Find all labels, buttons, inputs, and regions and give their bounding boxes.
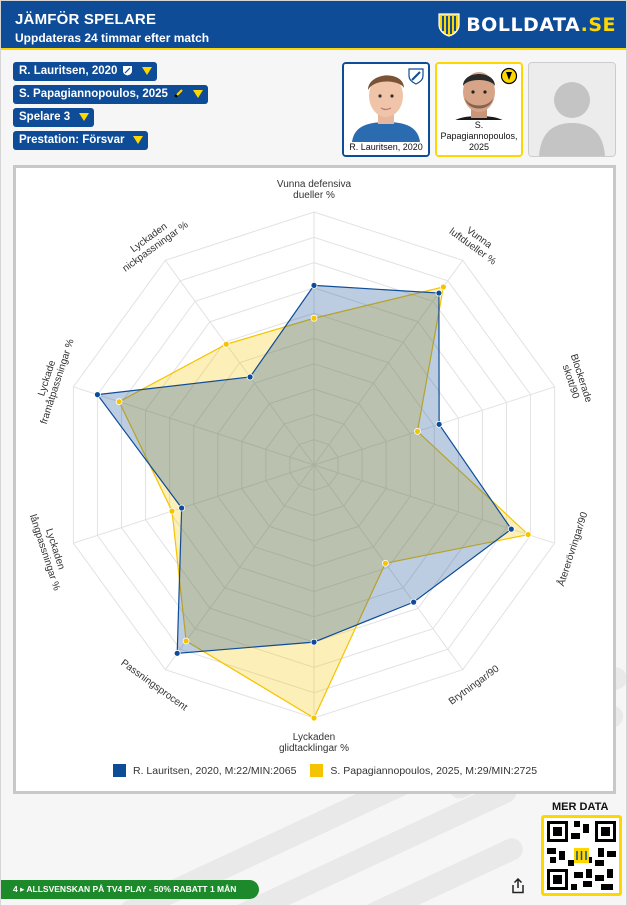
player1-selector-label: R. Lauritsen, 2020 bbox=[19, 65, 118, 77]
legend-swatch-player2 bbox=[310, 764, 324, 777]
player2-card-label: S. Papagiannopoulos, 2025 bbox=[437, 120, 521, 155]
legend-item-player1[interactable]: R. Lauritsen, 2020, M:22/MIN:2065 bbox=[113, 764, 296, 777]
brand-tld: .SE bbox=[580, 14, 616, 36]
brand-name: BOLLDATA.SE bbox=[466, 14, 616, 36]
axis-label: Återerövringar/90 bbox=[554, 510, 590, 588]
axis-label: Lyckadeframåtpassningar % bbox=[28, 334, 76, 425]
brand-main: BOLLDATA bbox=[466, 14, 581, 36]
data-point bbox=[435, 420, 443, 428]
data-point bbox=[435, 289, 443, 297]
data-point bbox=[310, 714, 318, 722]
player2-selector-label: S. Papagiannopoulos, 2025 bbox=[19, 88, 168, 100]
data-point bbox=[439, 283, 447, 291]
data-point bbox=[168, 507, 176, 515]
player1-selector[interactable]: R. Lauritsen, 2020 bbox=[13, 62, 158, 81]
axis-label-line: Vunna defensiva bbox=[277, 179, 352, 190]
aik-badge-icon bbox=[500, 67, 518, 85]
player2-card[interactable]: S. Papagiannopoulos, 2025 bbox=[435, 62, 523, 157]
grid-spoke bbox=[164, 260, 315, 466]
player1-card[interactable]: R. Lauritsen, 2020 bbox=[342, 62, 430, 157]
chevron-down-icon bbox=[142, 67, 153, 75]
axis-label: Lyckadenlångpassningar % bbox=[27, 510, 73, 593]
header-bar: JÄMFÖR SPELARE Uppdateras 24 timmar efte… bbox=[1, 1, 626, 50]
data-point bbox=[507, 525, 515, 533]
axis-label-line: glidtacklingar % bbox=[279, 743, 349, 754]
data-point bbox=[310, 314, 318, 322]
legend-swatch-player1 bbox=[113, 764, 126, 777]
ifk-norrkoping-badge-icon bbox=[408, 68, 424, 85]
data-point bbox=[115, 398, 123, 406]
axis-label: Lyckaden glidtacklingar % bbox=[279, 732, 349, 754]
data-point bbox=[414, 427, 421, 435]
axis-label-line: Brytningar/90 bbox=[447, 663, 502, 707]
grid-spoke bbox=[164, 464, 315, 670]
data-point bbox=[524, 531, 532, 538]
axis-label-line: Återerövringar/90 bbox=[554, 510, 590, 588]
player3-card-placeholder[interactable] bbox=[528, 62, 616, 157]
chevron-down-icon bbox=[133, 136, 144, 144]
data-point bbox=[381, 559, 389, 567]
grid-spoke bbox=[73, 464, 315, 544]
data-point bbox=[182, 637, 190, 645]
data-point bbox=[310, 638, 318, 646]
grid-spoke bbox=[313, 386, 555, 466]
chevron-down-icon bbox=[192, 90, 203, 98]
radar-chart: Vunna defensiva dueller % Vunnaluftdueller… bbox=[27, 179, 594, 754]
axis-label: Vunnaluftdueller % bbox=[447, 217, 505, 267]
radar-chart-panel: Vunna defensiva dueller % Vunnaluftdueller… bbox=[13, 165, 616, 794]
share-icon[interactable] bbox=[511, 878, 525, 894]
axis-label: Vunna defensiva dueller % bbox=[277, 179, 352, 201]
axis-label: Blockeradeskott/90 bbox=[557, 353, 594, 408]
page-title: JÄMFÖR SPELARE bbox=[15, 11, 157, 28]
player3-selector-label: Spelare 3 bbox=[19, 111, 71, 123]
data-point bbox=[94, 391, 101, 399]
data-point bbox=[246, 373, 254, 381]
ifk-norrkoping-icon bbox=[123, 66, 133, 76]
aik-icon bbox=[174, 89, 183, 98]
data-point bbox=[310, 281, 318, 289]
player3-selector[interactable]: Spelare 3 bbox=[13, 108, 95, 127]
grid-spoke bbox=[313, 464, 464, 670]
series-area-1 bbox=[96, 284, 513, 654]
grid-spoke bbox=[73, 386, 315, 466]
page-subtitle: Uppdateras 24 timmar efter match bbox=[15, 31, 210, 45]
axis-label: Brytningar/90 bbox=[447, 663, 502, 707]
performance-selector[interactable]: Prestation: Försvar bbox=[13, 131, 149, 150]
axis-label: Lyckadennickpassningar % bbox=[114, 211, 190, 275]
player1-photo bbox=[344, 64, 428, 142]
performance-selector-label: Prestation: Försvar bbox=[19, 134, 125, 146]
axis-label-line: dueller % bbox=[293, 190, 335, 201]
axis-label-line: Lyckaden bbox=[293, 732, 335, 743]
axis-label: Passningsprocent bbox=[118, 658, 189, 714]
data-point bbox=[222, 340, 230, 348]
legend-item-player2[interactable]: S. Papagiannopoulos, 2025, M:29/MIN:2725 bbox=[310, 764, 537, 777]
axis-label-line: Passningsprocent bbox=[118, 658, 189, 714]
data-point bbox=[173, 649, 181, 657]
mer-data-label: MER DATA bbox=[552, 801, 609, 813]
legend-label-player2: S. Papagiannopoulos, 2025, M:29/MIN:2725 bbox=[330, 764, 538, 777]
shield-icon bbox=[438, 13, 460, 37]
player1-card-label: R. Lauritsen, 2020 bbox=[344, 142, 428, 155]
legend-label-player1: R. Lauritsen, 2020, M:22/MIN:2065 bbox=[133, 764, 297, 777]
avatar-placeholder-icon bbox=[529, 63, 615, 156]
player2-selector[interactable]: S. Papagiannopoulos, 2025 bbox=[13, 85, 208, 104]
chart-legend: R. Lauritsen, 2020, M:22/MIN:2065 S. Pap… bbox=[113, 764, 551, 777]
bolldata-logo[interactable]: BOLLDATA.SE bbox=[438, 13, 616, 37]
data-point bbox=[410, 598, 418, 606]
chevron-down-icon bbox=[79, 113, 90, 121]
data-point bbox=[178, 504, 186, 512]
qr-code[interactable] bbox=[541, 815, 622, 896]
qr-code-icon bbox=[544, 818, 619, 893]
promo-banner[interactable]: 4 ▸ ALLSVENSKAN PÅ TV4 PLAY - 50% RABATT… bbox=[1, 880, 259, 899]
